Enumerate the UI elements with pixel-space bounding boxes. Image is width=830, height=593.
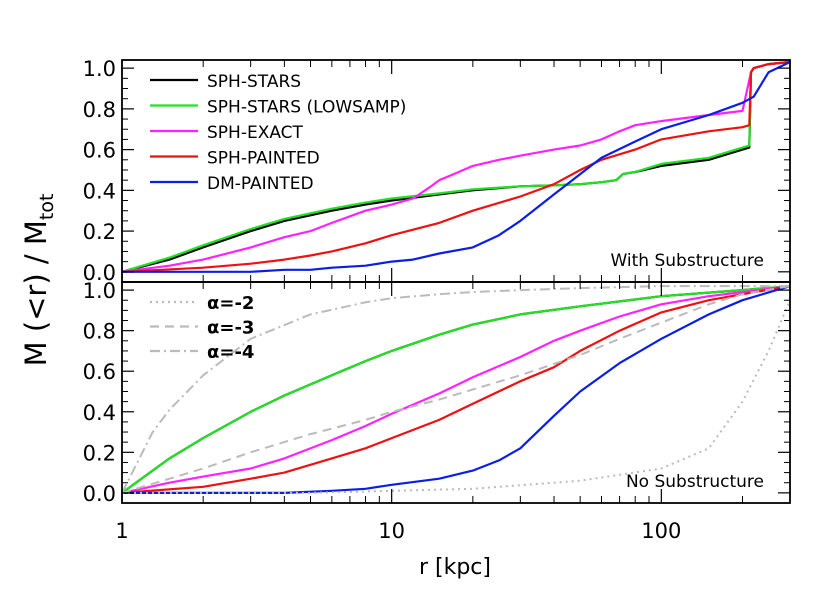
legend-top: SPH-STARS SPH-STARS (LOWSAMP) SPH-EXACT SPH… [150,72,406,194]
y-tick-label-bottom-3: 0.6 [83,360,116,384]
panel-bottom: 0.00.20.40.60.81.0No Substructureα=-2α=-… [83,279,791,506]
series-group-bottom [122,285,790,494]
legend-bottom: α=-2 α=-3 α=-4 [150,293,254,363]
y-tick-label-bottom-5: 1.0 [83,279,116,303]
legend-label-top-4: DM-PAINTED [207,174,314,194]
x-tick-label-2: 100 [641,519,681,543]
panel-annotation-bottom: No Substructure [626,472,764,492]
y-tick-label-top-3: 0.6 [83,139,116,163]
x-tick-label-1: 10 [378,519,405,543]
y-tick-label-top-5: 1.0 [83,57,116,81]
legend-label-bottom-0: α=-2 [207,293,254,314]
y-tick-label-top-2: 0.4 [83,179,116,203]
y-tick-label-bottom-1: 0.2 [83,441,116,465]
panel-top: 0.0 0.2 0.4 0.6 0.8 1.0 With Substructure SPH-S… [83,57,791,285]
series-line-top-1 [122,60,790,273]
series-line-bottom-7 [122,285,790,494]
series-line-top-3 [122,60,790,273]
y-tick-label-top-1: 0.2 [83,220,116,244]
series-line-bottom-2 [122,285,790,494]
legend-label-bottom-1: α=-3 [207,318,254,339]
y-tick-label-bottom-4: 0.8 [83,320,116,344]
series-line-bottom-1 [122,285,790,494]
panel-frame-bottom [121,281,791,504]
legend-label-top-0: SPH-STARS [207,72,301,92]
y-tick-label-top-0: 0.0 [83,261,116,285]
y-axis-label-main: M (<r) / M [19,220,53,366]
legend-label-top-2: SPH-EXACT [207,123,304,143]
y-tick-label-top-4: 0.8 [83,98,116,122]
x-axis-label: r [kpc] [419,555,491,580]
y-axis-label-subscript: tot [36,194,58,221]
series-line-top-4 [122,61,790,273]
legend-label-bottom-2: α=-4 [207,342,254,363]
panel-frame-top [121,59,791,283]
legend-label-top-3: SPH-PAINTED [207,149,320,169]
series-line-bottom-3 [122,285,790,494]
series-group-top [122,60,790,273]
y-axis-label: M (<r) / Mtot [19,194,58,367]
y-tick-label-bottom-0: 0.0 [83,482,116,506]
series-line-top-2 [122,60,790,273]
y-tick-label-bottom-2: 0.4 [83,401,116,425]
legend-label-top-1: SPH-STARS (LOWSAMP) [207,98,406,118]
panel-annotation-top: With Substructure [610,251,764,271]
x-tick-label-0: 1 [115,519,128,543]
series-line-bottom-6 [122,285,790,494]
